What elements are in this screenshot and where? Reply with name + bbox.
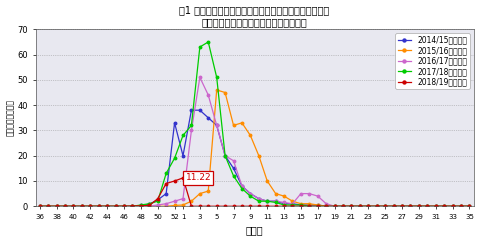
2017/18シーズン xyxy=(467,205,472,208)
Title: 図1 県内定点医療機関から報告されたインフルエンザの
定点当たり報告数の推移（シーズン別）: 図1 県内定点医療機関から報告されたインフルエンザの 定点当たり報告数の推移（シ… xyxy=(180,6,330,27)
2017/18シーズン xyxy=(441,205,447,208)
2016/17シーズン xyxy=(441,205,447,208)
2015/16シーズン xyxy=(306,202,312,205)
2015/16シーズン xyxy=(37,205,43,208)
2016/17シーズン xyxy=(37,205,43,208)
2017/18シーズン xyxy=(37,205,43,208)
2018/19シーズン xyxy=(197,205,203,208)
2015/16シーズン xyxy=(189,200,194,203)
X-axis label: 診断週: 診断週 xyxy=(246,225,264,235)
2015/16シーズン xyxy=(248,134,253,137)
Line: 2018/19シーズン: 2018/19シーズン xyxy=(38,177,470,208)
2014/15シーズン xyxy=(324,205,329,208)
2018/19シーズン xyxy=(467,205,472,208)
2017/18シーズン xyxy=(306,205,312,208)
Text: 11.22: 11.22 xyxy=(186,174,211,182)
2014/15シーズン xyxy=(248,192,253,195)
2017/18シーズン xyxy=(248,195,253,198)
2015/16シーズン xyxy=(324,205,329,208)
2016/17シーズン xyxy=(248,192,253,195)
2014/15シーズン xyxy=(189,109,194,112)
2015/16シーズン xyxy=(467,205,472,208)
2014/15シーズン xyxy=(306,204,312,207)
2018/19シーズン xyxy=(306,205,312,208)
Y-axis label: 定点当たり報告数: 定点当たり報告数 xyxy=(6,99,14,136)
2015/16シーズン xyxy=(71,205,76,208)
2018/19シーズン xyxy=(71,205,76,208)
Legend: 2014/15シーズン, 2015/16シーズン, 2016/17シーズン, 2017/18シーズン, 2018/19シーズン: 2014/15シーズン, 2015/16シーズン, 2016/17シーズン, 2… xyxy=(396,33,470,89)
2016/17シーズン xyxy=(189,129,194,132)
2017/18シーズン xyxy=(205,40,211,43)
Line: 2017/18シーズン: 2017/18シーズン xyxy=(38,41,470,208)
2018/19シーズン xyxy=(180,176,186,179)
2014/15シーズン xyxy=(467,205,472,208)
2018/19シーズン xyxy=(248,205,253,208)
2016/17シーズン xyxy=(324,202,329,205)
2014/15シーズン xyxy=(37,205,43,208)
2014/15シーズン xyxy=(197,109,203,112)
2016/17シーズン xyxy=(71,205,76,208)
Line: 2016/17シーズン: 2016/17シーズン xyxy=(38,76,470,208)
Line: 2014/15シーズン: 2014/15シーズン xyxy=(38,109,470,208)
2018/19シーズン xyxy=(324,205,329,208)
2016/17シーズン xyxy=(467,205,472,208)
2014/15シーズン xyxy=(441,205,447,208)
2014/15シーズン xyxy=(71,205,76,208)
2015/16シーズン xyxy=(441,205,447,208)
2018/19シーズン xyxy=(441,205,447,208)
2017/18シーズン xyxy=(71,205,76,208)
2017/18シーズン xyxy=(189,124,194,127)
2016/17シーズン xyxy=(306,192,312,195)
2018/19シーズン xyxy=(37,205,43,208)
2015/16シーズン xyxy=(214,88,219,91)
Line: 2015/16シーズン: 2015/16シーズン xyxy=(38,89,470,208)
2017/18シーズン xyxy=(324,205,329,208)
2016/17シーズン xyxy=(197,76,203,79)
